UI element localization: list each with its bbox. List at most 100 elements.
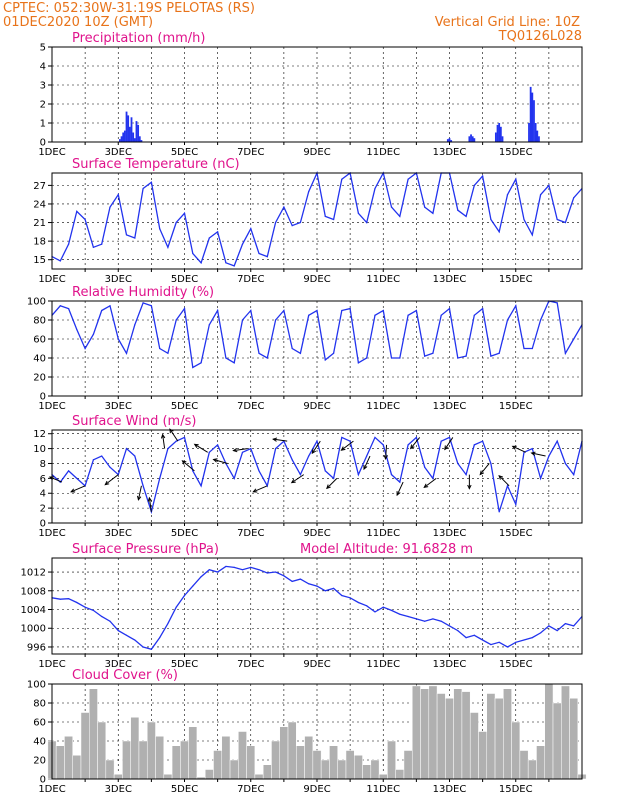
y-tick-label: 20 — [33, 373, 46, 384]
panel-surface-temperature: Surface Temperature (nC) 15 18 21 24 27 1DEC 3D… — [33, 157, 583, 285]
cloud-bar — [312, 750, 322, 780]
y-tick-label: 100 — [27, 680, 46, 691]
data-point — [490, 644, 492, 646]
data-point — [473, 444, 475, 446]
x-tick-label: 3DEC — [105, 401, 132, 412]
cloud-bar — [337, 759, 347, 780]
data-point — [109, 620, 111, 622]
cloud-bar — [461, 691, 471, 780]
wind-arrow — [148, 497, 152, 512]
wind-arrow — [104, 474, 119, 486]
data-point — [407, 615, 409, 618]
data-point — [424, 466, 426, 468]
wind-arrow — [512, 445, 526, 453]
data-point — [183, 594, 186, 597]
data-point — [225, 262, 227, 264]
precip-bar — [140, 140, 143, 142]
x-tick-label: 13DEC — [433, 528, 467, 539]
data-point — [125, 634, 128, 636]
data-point — [250, 566, 252, 568]
data-point — [175, 440, 177, 442]
y-tick-label: 18 — [33, 237, 46, 248]
data-point — [241, 451, 244, 453]
data-point — [432, 618, 434, 620]
cloud-bar — [362, 764, 372, 780]
data-point — [424, 620, 426, 622]
x-tick-label: 7DEC — [237, 659, 264, 670]
data-point — [531, 448, 533, 450]
wind-arrow — [162, 434, 166, 449]
x-tick-label: 1DEC — [38, 274, 65, 285]
wind-arrow — [233, 448, 248, 452]
data-point — [573, 338, 575, 340]
y-tick-label: 8 — [40, 459, 46, 470]
data-point — [59, 598, 61, 600]
wind-arrow-head — [137, 495, 142, 501]
x-tick-label: 5DEC — [171, 401, 198, 412]
y-tick-label: 4 — [40, 489, 46, 500]
data-point — [407, 314, 409, 316]
data-point — [167, 246, 169, 248]
cloud-bar — [511, 721, 521, 780]
precip-bar — [536, 130, 539, 142]
wind-arrow — [341, 440, 354, 451]
x-tick-label: 11DEC — [366, 659, 400, 670]
data-point — [482, 639, 484, 641]
data-point — [283, 206, 285, 208]
data-point — [76, 601, 78, 604]
data-point — [200, 576, 202, 578]
data-point — [134, 455, 136, 457]
data-point — [250, 228, 252, 230]
data-point — [241, 569, 244, 571]
cloud-bar — [64, 736, 73, 780]
data-point — [117, 629, 119, 632]
x-tick-label: 5DEC — [171, 274, 198, 285]
data-point — [67, 308, 70, 310]
data-point — [67, 243, 70, 245]
data-point — [515, 641, 517, 643]
precip-bar — [499, 126, 502, 142]
data-point — [159, 637, 161, 639]
cloud-bar — [370, 759, 380, 780]
data-point — [316, 309, 318, 312]
x-tick-label: 13DEC — [433, 274, 467, 285]
cloud-bar — [155, 736, 165, 780]
data-point — [531, 637, 533, 639]
x-tick-label: 1DEC — [38, 401, 65, 412]
x-tick-label: 7DEC — [237, 528, 264, 539]
y-tick-label: 6 — [40, 474, 46, 485]
x-tick-label: 15DEC — [499, 528, 533, 539]
wind-arrow-head — [530, 451, 536, 456]
data-point — [498, 231, 500, 233]
data-point — [291, 225, 293, 227]
panel-frame — [51, 429, 583, 524]
precip-bar — [496, 124, 499, 142]
data-point — [183, 308, 186, 310]
data-point — [440, 440, 442, 442]
wind-arrow — [194, 443, 208, 453]
cloud-bar — [138, 740, 148, 780]
data-point — [374, 187, 376, 190]
panel-frame — [51, 46, 583, 143]
data-point — [142, 646, 144, 648]
wind-arrow-head — [479, 470, 485, 476]
precip-bar — [468, 136, 471, 142]
wind-arrow — [169, 428, 179, 442]
data-point — [192, 366, 194, 369]
data-point — [506, 646, 509, 648]
header-gridline: Vertical Grid Line: 10Z — [435, 15, 580, 30]
data-point — [357, 474, 360, 476]
data-point — [67, 470, 70, 472]
cloud-bar — [105, 759, 115, 780]
data-point — [432, 352, 434, 354]
data-point — [473, 634, 475, 636]
wind-arrow-head — [169, 428, 174, 434]
data-point — [225, 565, 227, 568]
y-tick-label: 27 — [33, 181, 46, 192]
cloud-bar — [536, 745, 545, 780]
data-point — [200, 362, 202, 364]
data-point — [258, 252, 260, 255]
data-point — [258, 352, 260, 354]
data-point — [506, 319, 509, 321]
